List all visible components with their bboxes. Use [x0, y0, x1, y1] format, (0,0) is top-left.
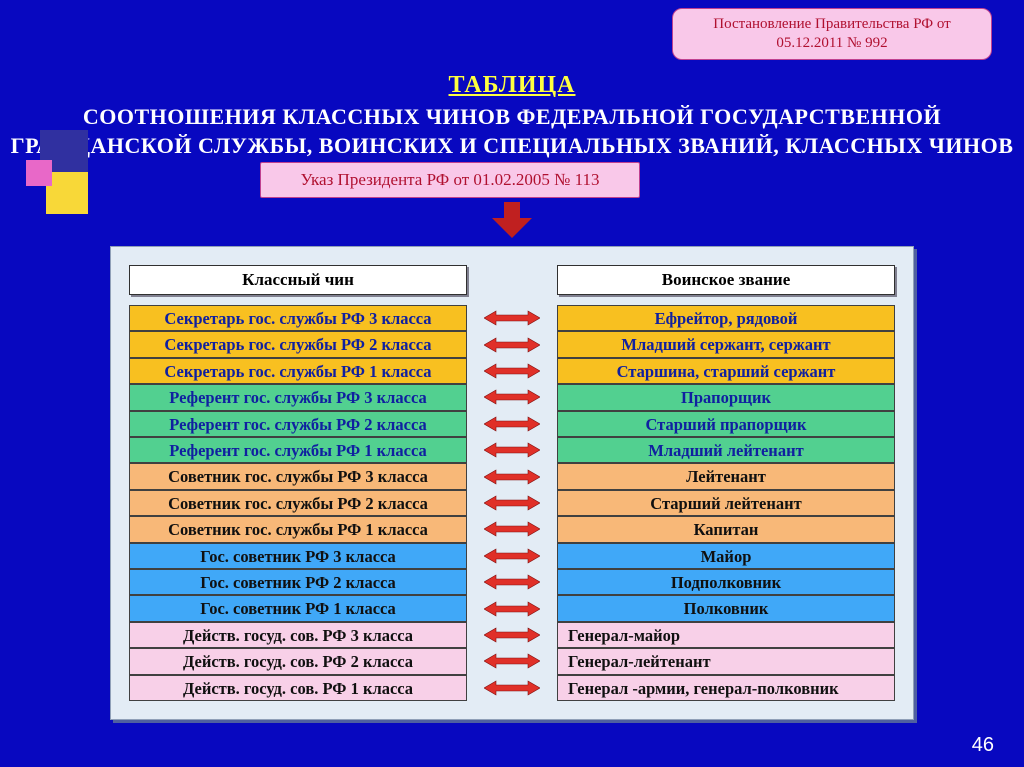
rank-right-row: Старший лейтенант	[557, 490, 895, 516]
bi-arrow-icon	[481, 411, 543, 437]
rank-right-row: Старшина, старший сержант	[557, 358, 895, 384]
header-right: Воинское звание	[557, 265, 895, 295]
rank-left-row: Действ. госуд. сов. РФ 3 класса	[129, 622, 467, 648]
page-number: 46	[972, 734, 994, 757]
down-arrow-icon	[492, 202, 532, 242]
rank-left-row: Действ. госуд. сов. РФ 2 класса	[129, 648, 467, 674]
rank-left-row: Гос. советник РФ 3 класса	[129, 543, 467, 569]
rank-right-row: Старший прапорщик	[557, 411, 895, 437]
bi-arrow-icon	[481, 675, 543, 701]
rank-left-row: Советник гос. службы РФ 2 класса	[129, 490, 467, 516]
header-left: Классный чин	[129, 265, 467, 295]
rank-left-row: Секретарь гос. службы РФ 1 класса	[129, 358, 467, 384]
rank-right-row: Полковник	[557, 595, 895, 621]
rank-left-row: Советник гос. службы РФ 3 класса	[129, 463, 467, 489]
rank-left-row: Референт гос. службы РФ 2 класса	[129, 411, 467, 437]
rank-left-row: Действ. госуд. сов. РФ 1 класса	[129, 675, 467, 701]
rank-left-row: Референт гос. службы РФ 3 класса	[129, 384, 467, 410]
bi-arrow-icon	[481, 331, 543, 357]
bi-arrow-icon	[481, 648, 543, 674]
bi-arrow-icon	[481, 463, 543, 489]
rank-right-row: Ефрейтор, рядовой	[557, 305, 895, 331]
rank-right-row: Лейтенант	[557, 463, 895, 489]
rank-right-row: Генерал -армии, генерал-полковник	[557, 675, 895, 701]
bi-arrow-icon	[481, 595, 543, 621]
bi-arrow-icon	[481, 543, 543, 569]
decree-line2: 05.12.2011 № 992	[681, 34, 983, 53]
rank-right-row: Майор	[557, 543, 895, 569]
bi-arrow-icon	[481, 490, 543, 516]
bi-arrow-icon	[481, 437, 543, 463]
bi-arrow-icon	[481, 569, 543, 595]
rank-left-row: Референт гос. службы РФ 1 класса	[129, 437, 467, 463]
column-military-rank: Воинское звание Ефрейтор, рядовойМладший…	[557, 265, 895, 701]
column-class-rank: Классный чин Секретарь гос. службы РФ 3 …	[129, 265, 467, 701]
rank-right-row: Генерал-майор	[557, 622, 895, 648]
rank-left-row: Советник гос. службы РФ 1 класса	[129, 516, 467, 542]
bi-arrow-icon	[481, 516, 543, 542]
rank-left-row: Секретарь гос. службы РФ 2 класса	[129, 331, 467, 357]
bi-arrow-icon	[481, 384, 543, 410]
rank-right-row: Капитан	[557, 516, 895, 542]
rank-right-row: Младший лейтенант	[557, 437, 895, 463]
ukaz-overlay: Указ Президента РФ от 01.02.2005 № 113	[260, 162, 640, 198]
bi-arrow-icon	[481, 358, 543, 384]
decorative-squares	[26, 130, 106, 220]
comparison-panel: Классный чин Секретарь гос. службы РФ 3 …	[110, 246, 914, 720]
rank-right-row: Младший сержант, сержант	[557, 331, 895, 357]
decree-line1: Постановление Правительства РФ от	[681, 15, 983, 34]
rank-left-row: Гос. советник РФ 2 класса	[129, 569, 467, 595]
deco-square-yellow	[46, 172, 88, 214]
arrow-header-spacer	[481, 265, 543, 295]
title-heading: ТАБЛИЦА	[0, 72, 1024, 99]
rank-right-row: Прапорщик	[557, 384, 895, 410]
bi-arrow-icon	[481, 305, 543, 331]
rank-right-row: Генерал-лейтенант	[557, 648, 895, 674]
decree-badge: Постановление Правительства РФ от 05.12.…	[672, 8, 992, 60]
deco-square-pink	[26, 160, 52, 186]
rank-right-row: Подполковник	[557, 569, 895, 595]
bi-arrow-icon	[481, 622, 543, 648]
column-arrows	[481, 265, 543, 701]
rank-left-row: Секретарь гос. службы РФ 3 класса	[129, 305, 467, 331]
rank-left-row: Гос. советник РФ 1 класса	[129, 595, 467, 621]
